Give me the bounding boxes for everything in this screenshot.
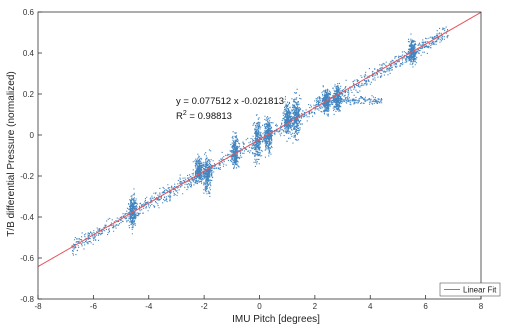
r-squared-value: = 0.98813: [187, 111, 232, 122]
y-tick-label: -0.2: [20, 172, 34, 181]
x-tick-label: 8: [479, 302, 484, 311]
legend: Linear Fit: [439, 282, 501, 297]
y-axis-ticks: -0.8 -0.6 -0.4 -0.2 0 0.2 0.4 0.6: [20, 8, 42, 304]
y-tick-label: -0.6: [20, 254, 34, 263]
x-tick-label: -6: [90, 302, 98, 311]
y-tick-label: 0: [30, 131, 35, 140]
x-tick-label: 4: [368, 302, 373, 311]
x-axis-ticks: -8 -6 -4 -2 0 2 4 6 8: [34, 295, 484, 311]
y-tick-label: -0.4: [20, 213, 34, 222]
r-squared-annotation: R2 = 0.98813: [176, 110, 232, 122]
x-tick-label: -8: [34, 302, 42, 311]
x-tick-label: 0: [257, 302, 262, 311]
x-axis-label: IMU Pitch [degrees]: [232, 314, 320, 325]
data-points: [71, 26, 449, 256]
legend-box: [439, 282, 501, 297]
r-squared-superscript: 2: [183, 110, 187, 117]
y-tick-label: 0.4: [23, 49, 35, 58]
fit-equation: y = 0.077512 x -0.021813: [176, 96, 284, 107]
legend-entry-linear-fit: Linear Fit: [463, 286, 497, 295]
x-tick-label: 6: [423, 302, 428, 311]
y-tick-label: -0.8: [20, 295, 34, 304]
x-tick-label: -4: [145, 302, 153, 311]
r-squared-symbol: R: [176, 111, 183, 122]
x-tick-label: -2: [201, 302, 209, 311]
y-axis-label: T/B differential Pressure (normalized): [6, 71, 17, 236]
x-tick-label: 2: [313, 302, 318, 311]
y-tick-label: 0.2: [23, 90, 35, 99]
data-points-layer: [71, 26, 449, 256]
y-tick-label: 0.6: [23, 8, 35, 17]
linear-fit-line: [37, 11, 482, 268]
